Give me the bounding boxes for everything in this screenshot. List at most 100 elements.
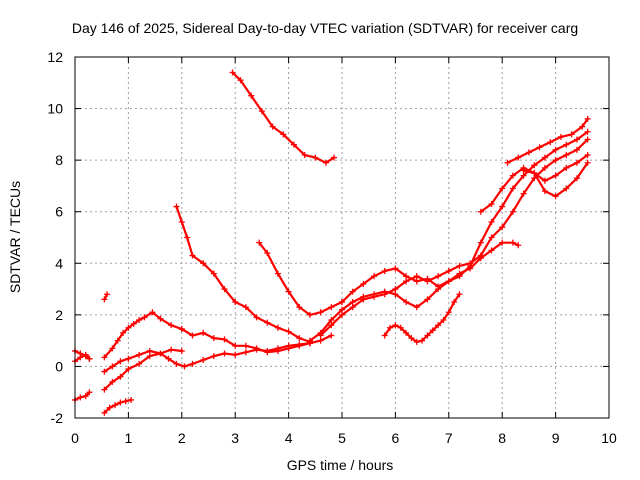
data-point (322, 159, 329, 166)
data-point (552, 172, 559, 179)
data-point (552, 146, 559, 153)
data-point (456, 291, 463, 298)
data-point (178, 326, 185, 333)
data-point (360, 280, 367, 287)
data-point (330, 154, 337, 161)
data-point (445, 268, 452, 275)
data-point (317, 337, 324, 344)
data-point (104, 291, 111, 298)
data-point (509, 208, 516, 215)
data-point (419, 337, 426, 344)
data-point (229, 69, 236, 76)
data-point (253, 345, 260, 352)
series-line (383, 293, 461, 343)
data-point (256, 239, 263, 246)
data-point (253, 314, 260, 321)
data-point (413, 338, 420, 345)
data-point (397, 324, 404, 331)
data-point (328, 322, 335, 329)
data-point (424, 296, 431, 303)
data-point (584, 136, 591, 143)
data-point (248, 92, 255, 99)
series-line (340, 241, 520, 304)
data-point (563, 151, 570, 158)
data-point (408, 335, 415, 342)
data-point (584, 159, 591, 166)
data-point (520, 172, 527, 179)
data-point (349, 298, 356, 305)
data-point (371, 273, 378, 280)
data-point (232, 342, 239, 349)
data-point (477, 255, 484, 262)
data-point (403, 298, 410, 305)
data-point (117, 358, 124, 365)
y-tick-label: 12 (47, 49, 63, 65)
series-arc-19 (504, 115, 591, 166)
data-point (413, 273, 420, 280)
data-point (221, 286, 228, 293)
data-point (488, 200, 495, 207)
data-point (210, 353, 217, 360)
data-point (210, 335, 217, 342)
data-point (424, 332, 431, 339)
data-point (106, 404, 113, 411)
data-point (456, 270, 463, 277)
x-tick-label: 5 (338, 430, 346, 446)
data-point (109, 363, 116, 370)
series-line (231, 71, 336, 164)
series-line (258, 241, 344, 316)
data-point (563, 164, 570, 171)
data-point (488, 234, 495, 241)
data-point (568, 131, 575, 138)
data-point (515, 154, 522, 161)
data-point (242, 304, 249, 311)
data-point (296, 335, 303, 342)
data-point (573, 146, 580, 153)
data-point (157, 350, 164, 357)
data-point (552, 193, 559, 200)
data-point (541, 164, 548, 171)
data-point (237, 77, 244, 84)
data-point (541, 154, 548, 161)
data-point (264, 349, 271, 356)
data-point (509, 239, 516, 246)
data-point (392, 322, 399, 329)
data-point (189, 360, 196, 367)
data-point (184, 234, 191, 241)
y-axis-label: SDTVAR / TECUs (7, 181, 23, 293)
data-point (392, 286, 399, 293)
data-point (189, 332, 196, 339)
data-point (403, 273, 410, 280)
data-point (547, 139, 554, 146)
data-point (200, 260, 207, 267)
data-point (280, 131, 287, 138)
data-point (584, 151, 591, 158)
data-point (290, 141, 297, 148)
data-point (504, 159, 511, 166)
data-point (173, 203, 180, 210)
data-point (125, 324, 132, 331)
series-arc-10 (173, 203, 313, 345)
series-line (73, 353, 91, 363)
data-point (312, 154, 319, 161)
data-point (573, 175, 580, 182)
data-point (146, 353, 153, 360)
data-point (531, 170, 538, 177)
data-point (413, 304, 420, 311)
data-point (120, 329, 127, 336)
data-point (181, 363, 188, 370)
data-point (403, 278, 410, 285)
data-point (101, 409, 108, 416)
data-point (445, 278, 452, 285)
data-point (435, 273, 442, 280)
data-point (451, 298, 458, 305)
data-point (189, 252, 196, 259)
data-point (274, 270, 281, 277)
data-point (584, 115, 591, 122)
y-tick-label: 0 (55, 358, 63, 374)
data-point (285, 345, 292, 352)
data-point (381, 291, 388, 298)
data-point (101, 296, 108, 303)
